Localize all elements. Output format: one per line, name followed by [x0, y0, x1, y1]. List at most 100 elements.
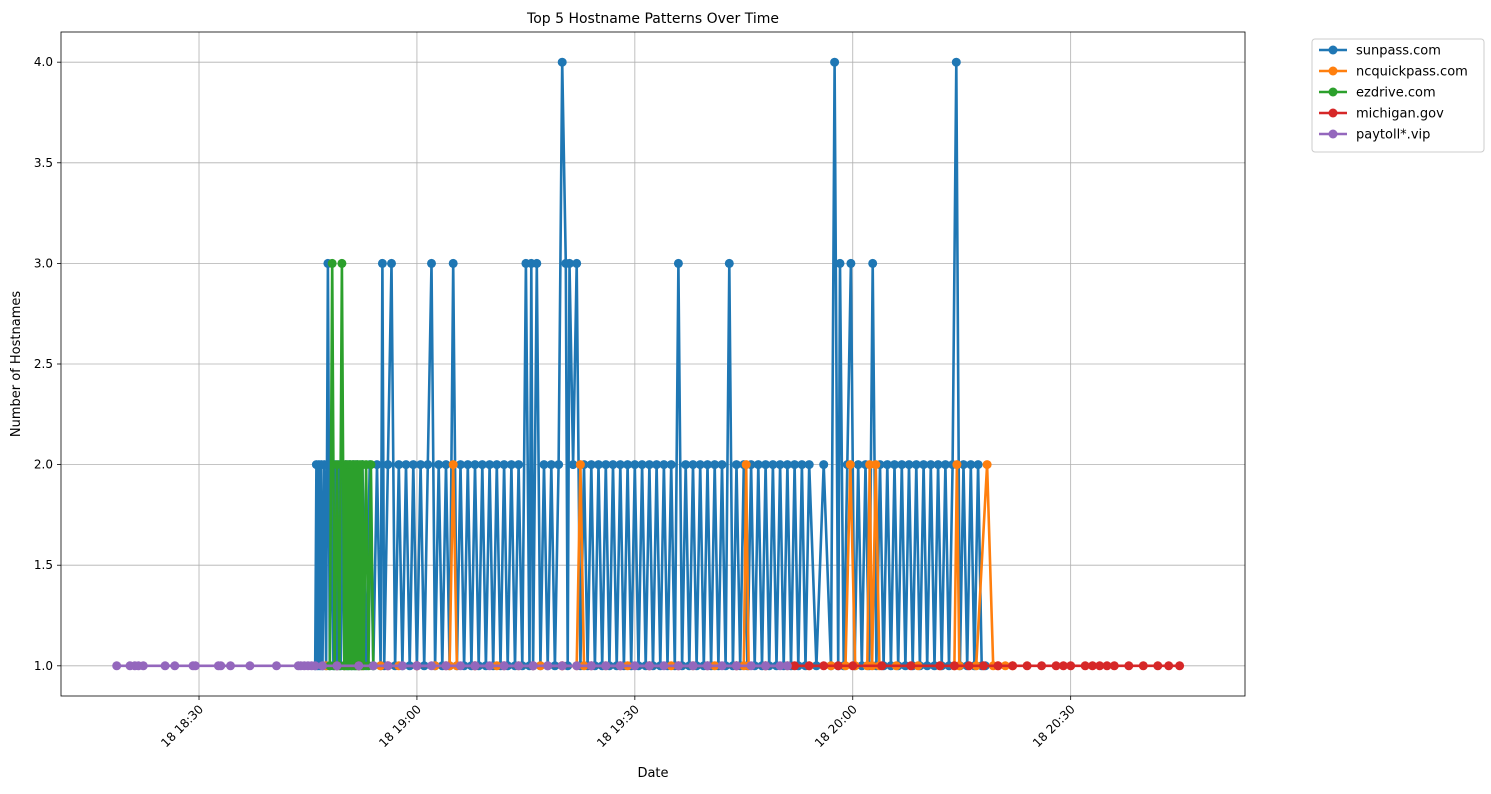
- data-point: [688, 460, 698, 470]
- data-point: [572, 661, 582, 671]
- x-tick-label: 18 20:00: [812, 702, 860, 750]
- legend-marker: [1328, 45, 1338, 55]
- data-point: [732, 661, 741, 671]
- series-line: [313, 60, 986, 668]
- data-point: [557, 661, 567, 671]
- data-point: [568, 460, 578, 470]
- data-point: [337, 258, 347, 268]
- data-point: [897, 460, 907, 470]
- data-point: [804, 460, 814, 470]
- data-point: [477, 460, 487, 470]
- data-point: [804, 661, 814, 671]
- data-point: [637, 460, 647, 470]
- x-axis-label: Date: [637, 766, 668, 781]
- data-point: [717, 460, 727, 470]
- data-point: [310, 661, 320, 671]
- data-point: [717, 661, 727, 671]
- data-point: [408, 460, 418, 470]
- data-point: [601, 661, 611, 671]
- data-point: [546, 460, 556, 470]
- legend-item: michigan.gov: [1319, 107, 1444, 122]
- data-point: [557, 57, 567, 67]
- series-paytoll-vip: [112, 661, 792, 671]
- data-point: [853, 460, 863, 470]
- data-point: [790, 661, 800, 671]
- data-point: [724, 258, 734, 268]
- data-point: [911, 460, 921, 470]
- data-point: [652, 460, 662, 470]
- data-point: [732, 460, 741, 470]
- legend-item: ezdrive.com: [1319, 86, 1436, 101]
- data-point: [1066, 661, 1076, 671]
- data-point: [673, 258, 683, 268]
- legend-marker: [1328, 66, 1338, 76]
- data-point: [964, 661, 974, 671]
- data-point: [416, 460, 426, 470]
- series-ezdrive-com: [325, 258, 378, 671]
- data-point: [456, 661, 465, 671]
- legend-marker: [1328, 108, 1338, 118]
- data-point: [327, 258, 337, 268]
- data-point: [710, 460, 720, 470]
- data-point: [926, 460, 936, 470]
- data-point: [919, 460, 929, 470]
- data-point: [492, 460, 502, 470]
- data-point: [575, 460, 585, 470]
- data-point: [966, 460, 976, 470]
- data-point: [499, 661, 509, 671]
- data-point: [138, 661, 148, 671]
- x-tick-label: 18 19:00: [376, 702, 424, 750]
- legend-marker: [1328, 87, 1338, 97]
- data-point: [623, 460, 633, 470]
- data-point: [666, 460, 676, 470]
- data-point: [318, 661, 327, 671]
- data-point: [630, 661, 640, 671]
- data-point: [775, 460, 785, 470]
- x-axis: 18 18:30 18 19:00 18 19:30 18 20:00 18 20:30: [158, 696, 1078, 750]
- y-tick-label: 1.5: [34, 558, 53, 572]
- series-layer: [112, 57, 1185, 671]
- data-point: [528, 661, 538, 671]
- data-point: [703, 460, 712, 470]
- data-point: [601, 460, 611, 470]
- data-point: [830, 57, 840, 67]
- data-point: [846, 258, 856, 268]
- data-point: [401, 460, 411, 470]
- data-point: [848, 661, 858, 671]
- data-point: [703, 661, 712, 671]
- data-point: [1051, 661, 1061, 671]
- data-point: [882, 460, 892, 470]
- data-point: [470, 460, 480, 470]
- data-point: [877, 661, 887, 671]
- data-point: [949, 661, 959, 671]
- data-point: [608, 460, 618, 470]
- data-point: [644, 460, 654, 470]
- data-point: [1175, 661, 1185, 671]
- data-point: [1109, 661, 1119, 671]
- y-tick-label: 2.0: [34, 458, 53, 472]
- data-point: [499, 460, 509, 470]
- data-point: [659, 460, 669, 470]
- chart-title: Top 5 Hostname Patterns Over Time: [526, 11, 779, 27]
- data-point: [170, 661, 180, 671]
- data-point: [615, 460, 625, 470]
- data-point: [514, 460, 524, 470]
- data-point: [441, 460, 451, 470]
- data-point: [761, 460, 771, 470]
- data-point: [982, 460, 992, 470]
- data-point: [1095, 661, 1105, 671]
- x-tick-label: 18 18:30: [158, 702, 206, 750]
- data-point: [383, 661, 393, 671]
- data-point: [775, 661, 785, 671]
- data-point: [506, 460, 516, 470]
- data-point: [753, 460, 763, 470]
- data-point: [819, 661, 829, 671]
- legend-label: sunpass.com: [1356, 44, 1441, 59]
- data-point: [423, 460, 433, 470]
- y-tick-label: 1.0: [34, 659, 53, 673]
- data-point: [448, 460, 458, 470]
- data-point: [871, 460, 881, 470]
- data-point: [485, 460, 495, 470]
- data-point: [377, 258, 387, 268]
